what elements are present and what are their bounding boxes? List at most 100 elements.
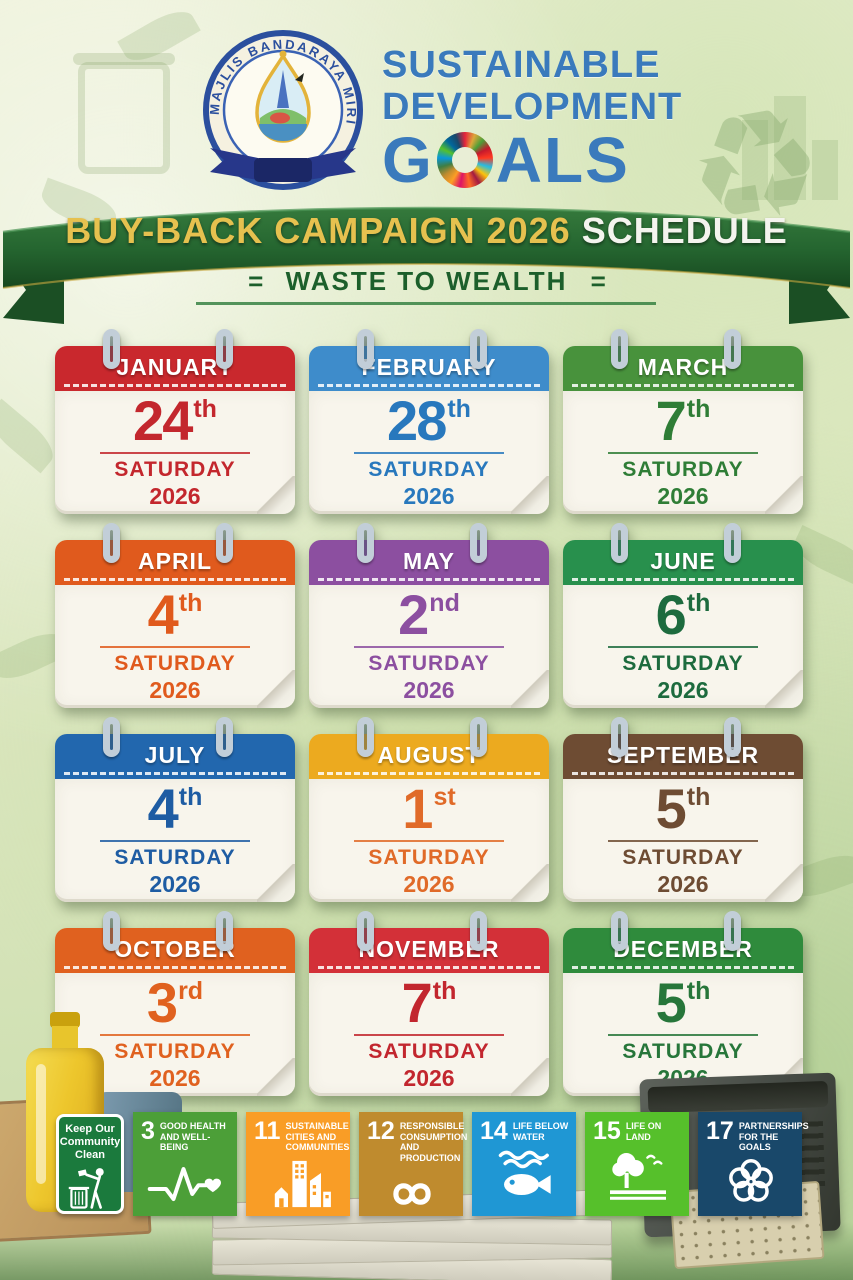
ordinal-suffix: th bbox=[686, 977, 711, 1005]
binder-ring-icon bbox=[469, 329, 487, 369]
sdg-label: PARTNERSHIPS FOR THE GOALS bbox=[738, 1121, 809, 1152]
sdg-number: 14 bbox=[480, 1117, 508, 1145]
sdg-wordmark-line2: DEVELOPMENT bbox=[382, 86, 683, 128]
month-name: OCTOBER bbox=[114, 936, 236, 962]
buildings-watermark bbox=[774, 96, 806, 200]
date-divider bbox=[100, 840, 250, 842]
ordinal-suffix: th bbox=[686, 783, 711, 811]
year-label: 2026 bbox=[403, 483, 455, 509]
trash-bin-watermark bbox=[73, 53, 175, 174]
month-name: JUNE bbox=[650, 548, 716, 574]
year-label: 2026 bbox=[657, 871, 709, 897]
month-name: APRIL bbox=[138, 548, 212, 574]
date-divider bbox=[354, 646, 504, 648]
ordinal-suffix: th bbox=[193, 395, 217, 423]
day-number: 5 bbox=[655, 779, 687, 840]
page-curl bbox=[765, 670, 803, 708]
footer-badges: Keep Our Community Clean 3 GOOD HEALTH AN… bbox=[56, 1112, 809, 1216]
sdg-number: 3 bbox=[141, 1117, 155, 1145]
date-divider bbox=[354, 1034, 504, 1036]
binder-ring-icon bbox=[357, 523, 374, 563]
binder-ring-icon bbox=[469, 523, 487, 563]
buildings-watermark bbox=[742, 120, 768, 200]
month-header: FEBRUARY bbox=[309, 346, 549, 391]
day-number: 24 bbox=[133, 391, 193, 452]
binder-ring-icon bbox=[215, 523, 233, 563]
ordinal-suffix: th bbox=[178, 589, 203, 617]
goals-als: ALS bbox=[495, 124, 630, 196]
month-header: JANUARY bbox=[55, 346, 295, 391]
ribbon-banner bbox=[2, 206, 851, 324]
sdg-badge-15: 15 LIFE ON LAND bbox=[585, 1112, 689, 1216]
date-divider bbox=[354, 452, 504, 454]
sdg-number: 17 bbox=[706, 1117, 734, 1145]
weekday-label: SATURDAY bbox=[368, 652, 490, 675]
ordinal-suffix: nd bbox=[429, 589, 460, 617]
calendar-card-december: DECEMBER 5th SATURDAY 2026 bbox=[563, 911, 803, 1096]
weekday-label: SATURDAY bbox=[622, 652, 744, 675]
binder-ring-icon bbox=[611, 911, 628, 951]
sdg-number: 11 bbox=[254, 1117, 281, 1145]
page-curl bbox=[511, 1058, 549, 1096]
binder-ring-icon bbox=[723, 523, 741, 563]
day-number: 1 bbox=[402, 779, 433, 840]
sdg-label: RESPONSIBLE CONSUMPTION AND PRODUCTION bbox=[399, 1121, 468, 1163]
subtitle-underline bbox=[196, 302, 656, 305]
weekday-label: SATURDAY bbox=[114, 652, 236, 675]
date-divider bbox=[608, 840, 758, 842]
day-number: 2 bbox=[398, 585, 429, 646]
year-label: 2026 bbox=[403, 1065, 455, 1091]
banner-title: BUY-BACK CAMPAIGN 2026 SCHEDULE bbox=[0, 210, 853, 252]
year-label: 2026 bbox=[149, 871, 201, 897]
day-number: 5 bbox=[655, 973, 687, 1034]
miri-city-council-crest: MAJLIS BANDARAYA MIRI bbox=[203, 30, 363, 190]
binder-ring-icon bbox=[723, 329, 741, 369]
day-number: 4 bbox=[147, 585, 179, 646]
weekday-label: SATURDAY bbox=[114, 846, 236, 869]
sdg-badge-3: 3 GOOD HEALTH AND WELL-BEING bbox=[133, 1112, 237, 1216]
day-number: 3 bbox=[146, 973, 178, 1034]
month-header: APRIL bbox=[55, 540, 295, 585]
month-header: MAY bbox=[309, 540, 549, 585]
page-curl bbox=[257, 476, 295, 514]
sdg-badge-12: 12 RESPONSIBLE CONSUMPTION AND PRODUCTION bbox=[359, 1112, 467, 1216]
month-header: NOVEMBER bbox=[309, 928, 549, 973]
binder-ring-icon bbox=[103, 911, 120, 951]
page-curl bbox=[257, 1058, 295, 1096]
day-number: 7 bbox=[401, 973, 433, 1034]
tree-birds-icon bbox=[593, 1143, 683, 1205]
sign-line1: Keep Our bbox=[65, 1123, 115, 1135]
ordinal-suffix: rd bbox=[178, 977, 204, 1005]
binder-ring-icon bbox=[611, 717, 628, 757]
page-curl bbox=[765, 864, 803, 902]
sdg-label: GOOD HEALTH AND WELL-BEING bbox=[159, 1121, 226, 1152]
year-label: 2026 bbox=[657, 677, 709, 703]
day-number: 4 bbox=[147, 779, 179, 840]
sdg-badge-17: 17 PARTNERSHIPS FOR THE GOALS bbox=[698, 1112, 809, 1216]
month-header: OCTOBER bbox=[55, 928, 295, 973]
sdg-number: 12 bbox=[367, 1117, 395, 1145]
binder-ring-icon bbox=[357, 911, 374, 951]
date-divider bbox=[100, 646, 250, 648]
month-name: JANUARY bbox=[116, 354, 234, 380]
person-litter-bin-icon bbox=[68, 1168, 104, 1209]
weekday-label: SATURDAY bbox=[622, 846, 744, 869]
subtitle-flank-right: = bbox=[590, 266, 606, 296]
